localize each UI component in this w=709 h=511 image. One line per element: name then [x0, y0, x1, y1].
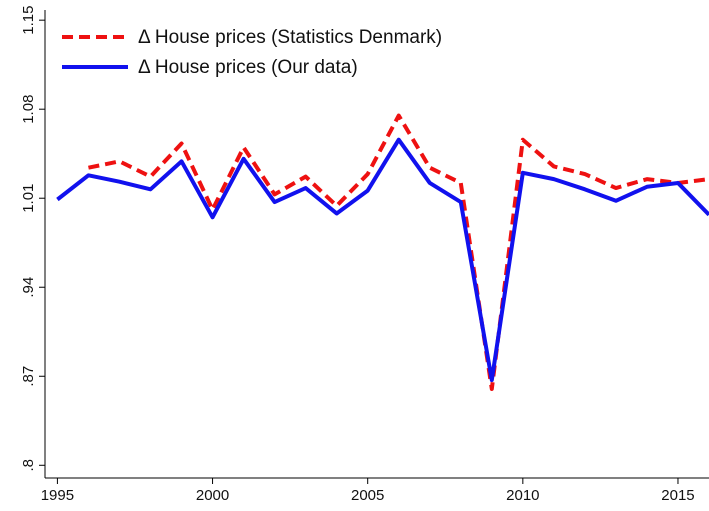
line-series: [88, 113, 709, 391]
y-tick-label: .8: [20, 459, 37, 472]
y-tick-label: 1.15: [20, 6, 37, 35]
x-tick-label: 2005: [351, 487, 384, 504]
legend-label: Δ House prices (Our data): [138, 57, 358, 78]
y-tick-label: .94: [20, 277, 37, 298]
x-tick-label: 2015: [661, 487, 694, 504]
y-tick-label: 1.08: [20, 95, 37, 124]
x-tick-label: 2010: [506, 487, 539, 504]
legend-label: Δ House prices (Statistics Denmark): [138, 27, 442, 48]
x-tick-label: 1995: [41, 487, 74, 504]
x-tick-label: 2000: [196, 487, 229, 504]
y-tick-label: 1.01: [20, 184, 37, 213]
y-tick-label: .87: [20, 366, 37, 387]
line-series: [56, 137, 709, 383]
